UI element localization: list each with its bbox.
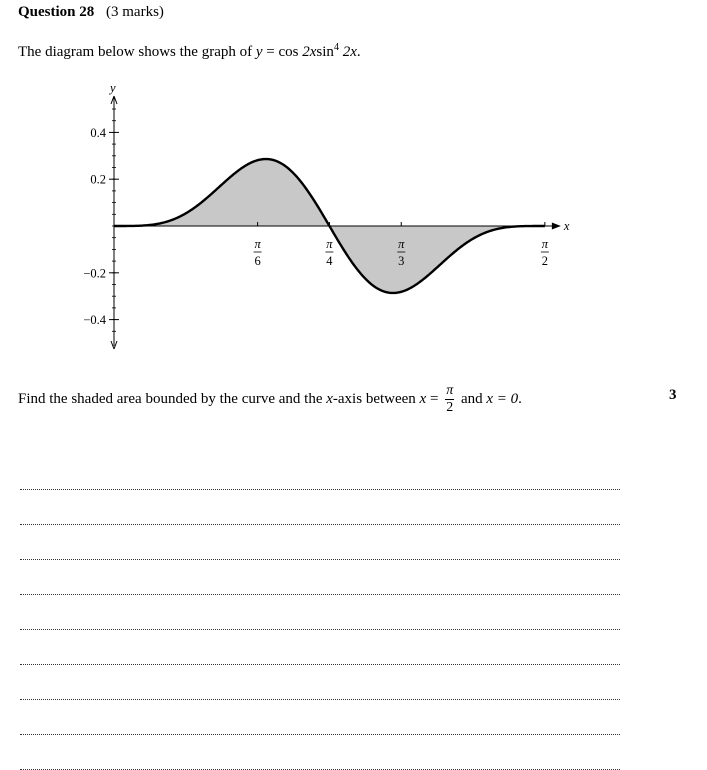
- eq-y: y: [255, 44, 263, 60]
- y-axis-arrow-up: [110, 95, 118, 105]
- prompt-axis-var: x: [326, 390, 333, 407]
- question-prompt: Find the shaded area bounded by the curv…: [18, 383, 522, 415]
- bound1-var: x: [419, 390, 427, 407]
- answer-line[interactable]: [20, 595, 620, 630]
- x-tick-numerator: π: [254, 237, 261, 251]
- function-graph: x y 0.4 0.2 −0.2 −0.4 π 6 π 4 π 3 π 2: [83, 81, 570, 350]
- and-text: and: [460, 390, 483, 407]
- answer-line[interactable]: [20, 560, 620, 595]
- y-tick-label: 0.4: [90, 126, 106, 140]
- intro-text: The diagram below shows the graph of: [18, 44, 253, 60]
- y-axis-arrow-down: [110, 340, 118, 350]
- eq-sin: sin: [316, 44, 334, 60]
- question-marks: (3 marks): [106, 4, 164, 20]
- eq-arg2: 2x: [342, 44, 357, 60]
- y-tick-label: 0.2: [90, 173, 106, 187]
- bound1-num: π: [445, 383, 455, 400]
- bound2: x = 0: [486, 390, 519, 407]
- answer-line[interactable]: [20, 490, 620, 525]
- bound1-den: 2: [446, 400, 454, 415]
- answer-line[interactable]: [20, 735, 620, 770]
- answer-line[interactable]: [20, 630, 620, 665]
- y-tick-label: −0.4: [83, 313, 106, 327]
- x-tick-denominator: 4: [326, 254, 333, 268]
- function-curve: [114, 157, 545, 295]
- x-tick-denominator: 6: [254, 254, 260, 268]
- eq-power: 4: [333, 42, 339, 53]
- eq-sign: =: [262, 44, 279, 60]
- x-axis-arrow: [551, 222, 561, 230]
- question-label: Question 28: [18, 4, 95, 20]
- x-axis-label: x: [563, 219, 570, 233]
- answer-line[interactable]: [20, 525, 620, 560]
- question-intro: The diagram below shows the graph of y =…: [18, 42, 361, 61]
- y-axis-label: y: [108, 81, 116, 95]
- y-tick-label: −0.2: [83, 266, 106, 280]
- equation: y = cos 2xsin4 2x.: [255, 42, 361, 60]
- answer-line[interactable]: [20, 455, 620, 490]
- prompt-text-2: -axis between: [332, 390, 416, 407]
- prompt-text: Find the shaded area bounded by the curv…: [18, 390, 327, 407]
- x-tick-numerator: π: [398, 237, 405, 251]
- eq-arg1: 2x: [302, 44, 317, 60]
- x-tick-numerator: π: [326, 237, 333, 251]
- marks-margin: 3: [669, 387, 677, 403]
- x-tick-numerator: π: [542, 237, 549, 251]
- answer-line[interactable]: [20, 700, 620, 735]
- bound2-end: .: [518, 390, 522, 407]
- question-header: Question 28 (3 marks): [18, 4, 164, 21]
- answer-lines[interactable]: [20, 455, 620, 770]
- eq-cos: cos: [278, 44, 299, 60]
- eq-end: .: [356, 44, 361, 60]
- x-tick-denominator: 3: [398, 254, 404, 268]
- x-tick-denominator: 2: [542, 254, 548, 268]
- answer-line[interactable]: [20, 665, 620, 700]
